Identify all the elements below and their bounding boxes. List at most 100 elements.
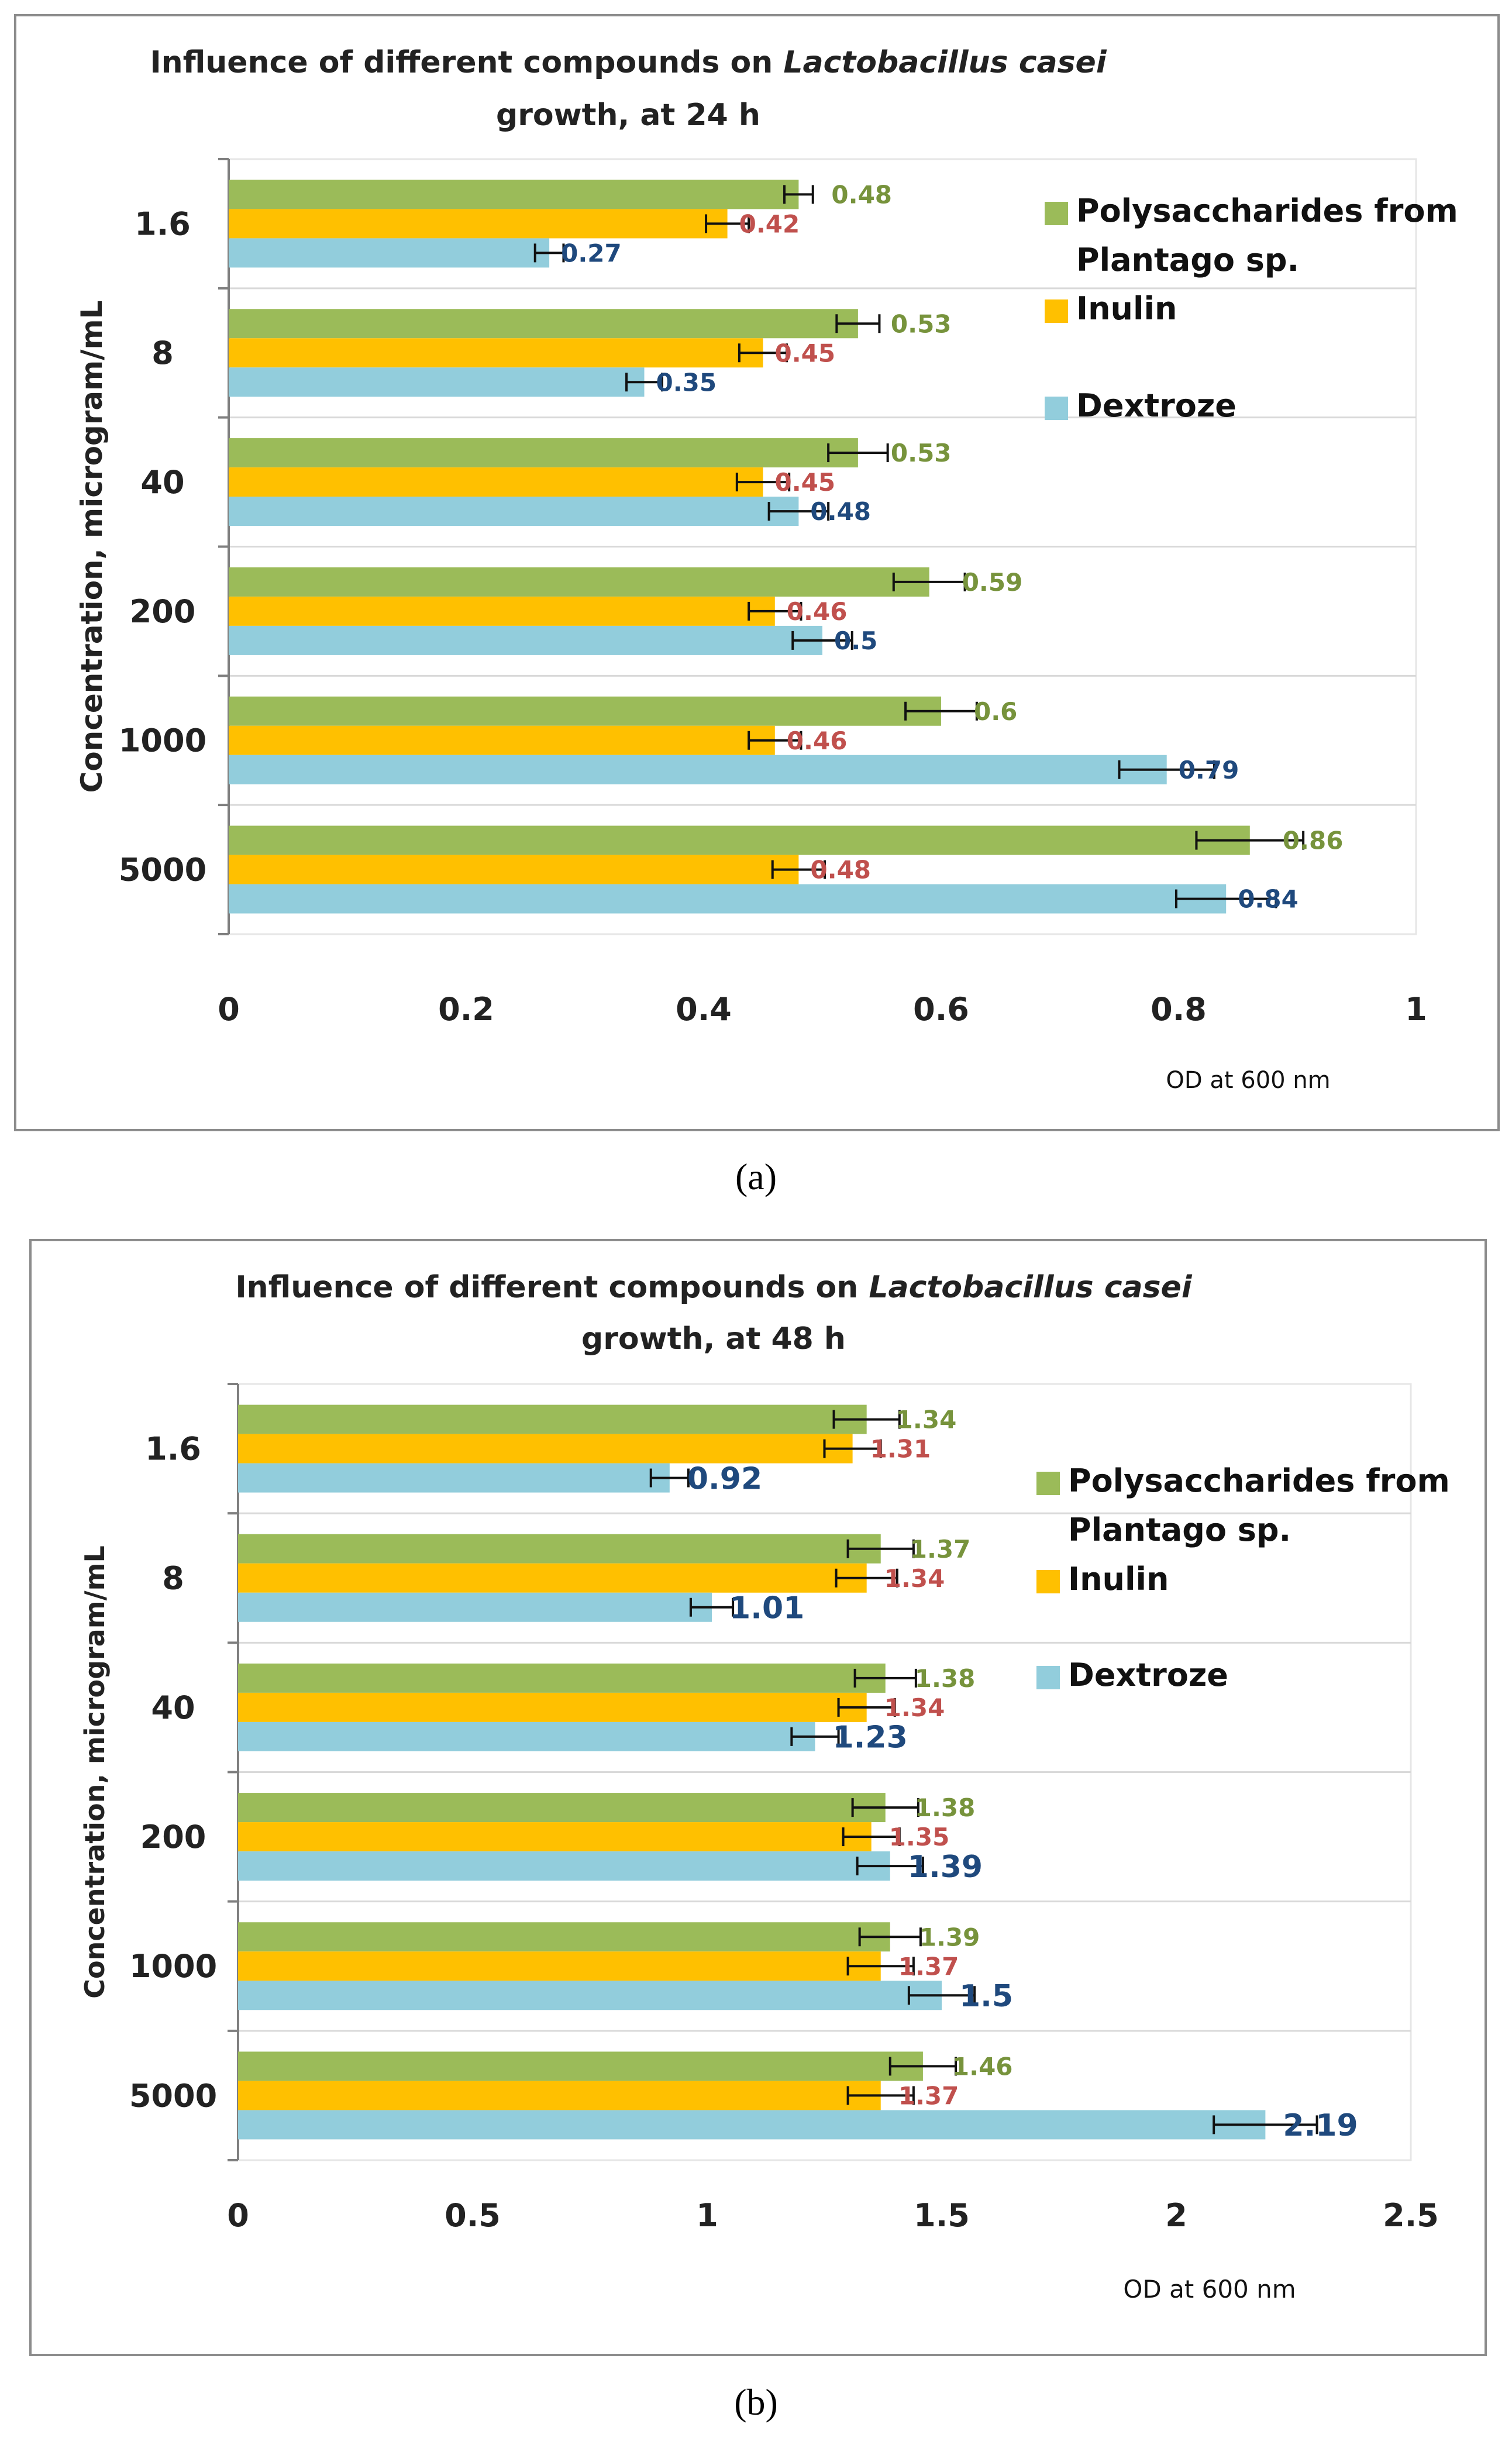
category-label: 1000 [119, 722, 206, 759]
bar-polysaccharides [238, 2051, 923, 2081]
bar-dextroze [238, 1592, 712, 1622]
x-tick-label: 0.2 [438, 991, 494, 1028]
bar-polysaccharides [238, 1534, 881, 1564]
error-bar [842, 1827, 901, 1847]
category-label: 1.6 [135, 205, 191, 242]
bar-dextroze [238, 1981, 942, 2010]
error-bar [1175, 889, 1277, 908]
bar-polysaccharides [229, 309, 858, 339]
data-label-inulin: 0.42 [739, 210, 800, 239]
legend-label-polysaccharides: Polysaccharides from [1068, 1462, 1450, 1499]
bar-inulin [229, 596, 775, 626]
legend-label-dextroze: Dextroze [1068, 1657, 1228, 1693]
chart-title-line2: growth, at 48 h [581, 1321, 846, 1356]
bar-dextroze [238, 1721, 815, 1751]
x-tick-label: 0.6 [913, 991, 969, 1028]
category-label: 8 [151, 335, 174, 371]
bar-dextroze [229, 884, 1227, 914]
bar-inulin [238, 1434, 853, 1464]
category-label: 40 [151, 1689, 195, 1726]
data-label-dextroze: 1.39 [908, 1850, 983, 1885]
chart-title-prefix: Influence of different compounds on [150, 45, 783, 80]
error-bar [748, 731, 803, 750]
legend-swatch-polysaccharides [1036, 1472, 1060, 1495]
data-label-inulin: 1.35 [889, 1823, 950, 1851]
data-label-dextroze: 0.5 [834, 626, 877, 655]
x-tick-label: 0 [218, 991, 240, 1028]
bar-dextroze [238, 2110, 1266, 2140]
error-bar [832, 1410, 901, 1429]
data-label-polysaccharides: 1.37 [910, 1535, 971, 1564]
bar-dextroze [229, 755, 1167, 784]
error-bar [846, 2086, 915, 2105]
error-bar [1195, 831, 1305, 850]
error-bar [783, 185, 814, 204]
error-bar [649, 1468, 690, 1488]
data-label-dextroze: 1.5 [959, 1979, 1013, 2014]
category-label: 1000 [129, 1948, 217, 1985]
bar-polysaccharides [229, 180, 799, 209]
bar-dextroze [238, 1851, 890, 1881]
error-bar [892, 572, 966, 591]
error-bar [888, 2057, 958, 2076]
error-bar [853, 1668, 917, 1688]
bar-polysaccharides [238, 1404, 867, 1434]
error-bar [791, 631, 853, 650]
data-label-inulin: 0.45 [775, 468, 836, 497]
error-bar [735, 473, 791, 492]
error-bar [705, 214, 750, 233]
bar-polysaccharides [238, 1663, 886, 1693]
data-label-polysaccharides: 0.6 [974, 697, 1017, 726]
legend-label-polysaccharides: Plantago sp. [1068, 1511, 1291, 1548]
data-label-polysaccharides: 1.38 [915, 1664, 976, 1693]
error-bar [846, 1539, 915, 1558]
error-bar [827, 443, 889, 463]
category-label: 5000 [119, 851, 206, 888]
error-bar [835, 1568, 898, 1588]
error-bar [738, 343, 788, 363]
error-bar [748, 601, 803, 621]
x-tick-label: 2 [1165, 2197, 1187, 2234]
error-bar [835, 314, 881, 333]
bar-polysaccharides [229, 825, 1250, 855]
data-label-dextroze: 0.92 [687, 1461, 762, 1496]
error-bar [904, 701, 978, 721]
y-axis-label: Concentration, microgram/mL [79, 1545, 111, 1999]
data-label-dextroze: 0.84 [1238, 885, 1299, 914]
error-bar [846, 1957, 915, 1976]
bar-dextroze [229, 367, 645, 397]
chart-title-prefix: Influence of different compounds on [235, 1270, 869, 1305]
bar-inulin [229, 209, 728, 239]
bar-polysaccharides [229, 696, 941, 726]
bar-inulin [229, 338, 763, 368]
data-label-dextroze: 1.01 [729, 1590, 804, 1626]
data-label-dextroze: 0.35 [656, 368, 717, 397]
chart-title-organism: Lactobacillus casei [869, 1270, 1192, 1305]
data-label-dextroze: 0.27 [561, 239, 622, 268]
data-label-inulin: 0.46 [787, 597, 848, 626]
data-label-polysaccharides: 1.39 [919, 1923, 980, 1951]
data-label-inulin: 0.48 [810, 856, 871, 884]
data-label-polysaccharides: 0.59 [962, 568, 1023, 597]
data-label-dextroze: 2.19 [1283, 2108, 1358, 2143]
category-label: 1.6 [145, 1430, 201, 1467]
legend-label-inulin: Inulin [1076, 290, 1177, 327]
bar-dextroze [229, 625, 822, 655]
error-bar [771, 860, 826, 879]
data-label-polysaccharides: 0.48 [831, 181, 892, 209]
category-label: 8 [162, 1560, 184, 1597]
error-bar [907, 1986, 976, 2005]
legend-label-dextroze: Dextroze [1076, 387, 1237, 424]
data-label-inulin: 1.31 [870, 1435, 931, 1464]
bar-inulin [238, 2081, 881, 2110]
error-bar [689, 1597, 735, 1617]
chart-title-line1: Influence of different compounds on Lact… [235, 1270, 1192, 1305]
legend-label-polysaccharides: Plantago sp. [1076, 242, 1299, 278]
data-label-inulin: 1.37 [898, 1952, 959, 1981]
error-bar [533, 243, 565, 263]
data-label-polysaccharides: 1.34 [896, 1406, 957, 1434]
error-bar [1118, 760, 1215, 779]
bar-inulin [238, 1822, 872, 1852]
bar-dextroze [229, 238, 550, 268]
bar-inulin [229, 855, 799, 884]
